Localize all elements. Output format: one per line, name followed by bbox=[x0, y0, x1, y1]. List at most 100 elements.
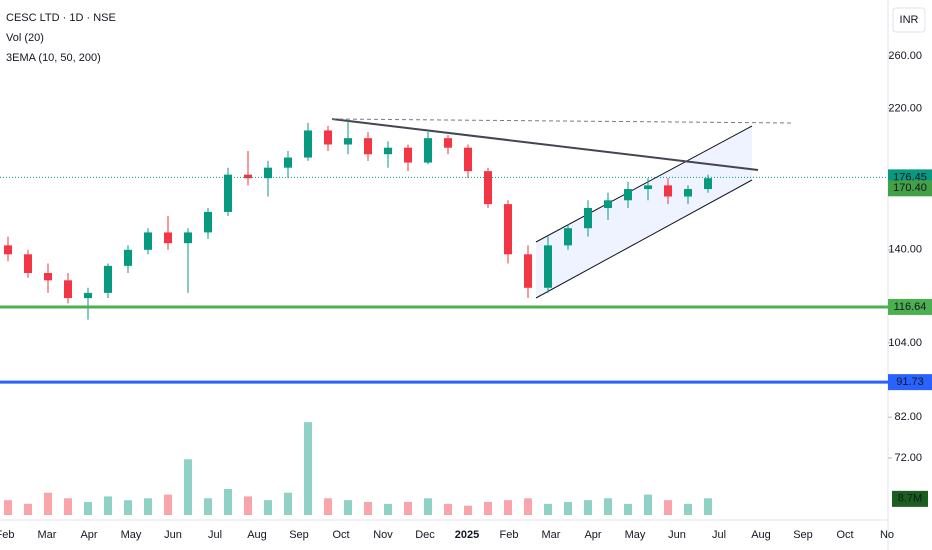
x-tick-label: Oct bbox=[836, 529, 853, 541]
candle-body bbox=[704, 178, 712, 190]
legend-volume: Vol (20) bbox=[6, 32, 44, 44]
candle-body bbox=[64, 280, 72, 299]
candle-body bbox=[384, 147, 392, 155]
x-tick-label: May bbox=[121, 529, 142, 541]
price-label: 176.45 bbox=[893, 171, 927, 183]
candle-body bbox=[564, 228, 572, 246]
volume-bar bbox=[504, 500, 512, 515]
currency[interactable]: INR bbox=[900, 14, 919, 26]
volume-bar bbox=[104, 496, 112, 515]
x-tick-label: Jun bbox=[668, 529, 686, 541]
candle-body bbox=[364, 138, 372, 155]
candle-body bbox=[504, 204, 512, 255]
candle-body bbox=[604, 200, 612, 209]
x-tick-label: Mar bbox=[38, 529, 57, 541]
x-tick-label: Aug bbox=[751, 529, 771, 541]
candle-body bbox=[444, 138, 452, 148]
volume-bar bbox=[284, 492, 292, 515]
candle-body bbox=[324, 130, 332, 145]
x-tick-label: Aug bbox=[247, 529, 267, 541]
candle-body bbox=[264, 167, 272, 179]
volume-bar bbox=[304, 422, 312, 515]
plot bbox=[4, 55, 892, 515]
channel-fill bbox=[536, 126, 752, 298]
candle-body bbox=[84, 292, 92, 299]
volume-bar bbox=[544, 503, 552, 515]
volume-bar bbox=[44, 492, 52, 515]
x-tick-label: Oct bbox=[332, 529, 349, 541]
price-label-box bbox=[888, 180, 932, 197]
x-tick-label: Feb bbox=[500, 529, 519, 541]
y-tick-label: 72.00 bbox=[894, 452, 922, 464]
x-tick-label: Apr bbox=[80, 529, 97, 541]
x-tick-label: Dec bbox=[415, 529, 435, 541]
volume-bar bbox=[184, 459, 192, 515]
level-label: 116.64 bbox=[894, 301, 927, 313]
candle-body bbox=[124, 249, 132, 266]
volume-bar bbox=[344, 500, 352, 515]
candle-body bbox=[204, 211, 212, 233]
trendline bbox=[331, 118, 759, 171]
channel-upper bbox=[535, 125, 753, 243]
y-tick-label: 82.00 bbox=[894, 411, 922, 423]
volume-label: 8.7M bbox=[898, 493, 922, 505]
candle-body bbox=[584, 208, 592, 229]
candle-body bbox=[424, 138, 432, 163]
volume-bar bbox=[244, 496, 252, 515]
volume-bar bbox=[584, 500, 592, 515]
channel-lower bbox=[535, 179, 753, 299]
candle-body bbox=[24, 254, 32, 274]
level-label-box bbox=[888, 298, 932, 315]
volume-bar bbox=[224, 489, 232, 515]
candle-body bbox=[544, 245, 552, 288]
volume-bar bbox=[644, 494, 652, 515]
volume-label-box bbox=[892, 490, 928, 507]
volume-bar bbox=[264, 500, 272, 515]
candle-body bbox=[524, 254, 532, 288]
volume-bar bbox=[124, 500, 132, 515]
y-tick-label: 140.00 bbox=[888, 244, 922, 256]
candle-body bbox=[164, 232, 172, 244]
candle-body bbox=[684, 189, 692, 197]
volume-bar bbox=[524, 498, 532, 515]
y-tick-label: 260.00 bbox=[888, 50, 922, 62]
legend-ema: 3EMA (10, 50, 200) bbox=[6, 52, 101, 64]
volume-bar bbox=[424, 498, 432, 515]
volume-bar bbox=[684, 503, 692, 515]
x-tick-label: Jul bbox=[712, 529, 726, 541]
x-tick-label: Sep bbox=[289, 529, 309, 541]
volume-bar bbox=[404, 502, 412, 515]
candle-body bbox=[224, 174, 232, 212]
y-tick-label: 220.00 bbox=[888, 102, 922, 114]
candle-body bbox=[184, 232, 192, 244]
x-tick-label: Apr bbox=[584, 529, 601, 541]
drawings bbox=[331, 118, 793, 299]
x-tick-label: Sep bbox=[793, 529, 813, 541]
candle-body bbox=[344, 138, 352, 145]
level-label-box bbox=[888, 374, 932, 391]
candle-body bbox=[244, 174, 252, 179]
candle-body bbox=[484, 171, 492, 205]
candle-body bbox=[104, 265, 112, 293]
x-tick-label: Jun bbox=[164, 529, 182, 541]
volume-bar bbox=[604, 498, 612, 515]
candle-body bbox=[464, 147, 472, 172]
x-tick-label: Mar bbox=[542, 529, 561, 541]
volume-bar bbox=[364, 502, 372, 515]
volume-bar bbox=[384, 503, 392, 515]
volume-bar bbox=[664, 500, 672, 515]
volume-bar bbox=[444, 503, 452, 515]
volume-bar bbox=[4, 500, 12, 515]
candle-body bbox=[644, 185, 652, 190]
currency-box[interactable] bbox=[892, 7, 926, 33]
volume-bar bbox=[624, 503, 632, 515]
volume-bar bbox=[484, 502, 492, 515]
legend-title: CESC LTD · 1D · NSE bbox=[6, 12, 116, 24]
x-tick-label: Feb bbox=[0, 529, 14, 541]
volume-bar bbox=[324, 498, 332, 515]
y-tick-label: 104.00 bbox=[888, 337, 922, 349]
volume-bar bbox=[84, 502, 92, 515]
volume-bar bbox=[24, 503, 32, 515]
